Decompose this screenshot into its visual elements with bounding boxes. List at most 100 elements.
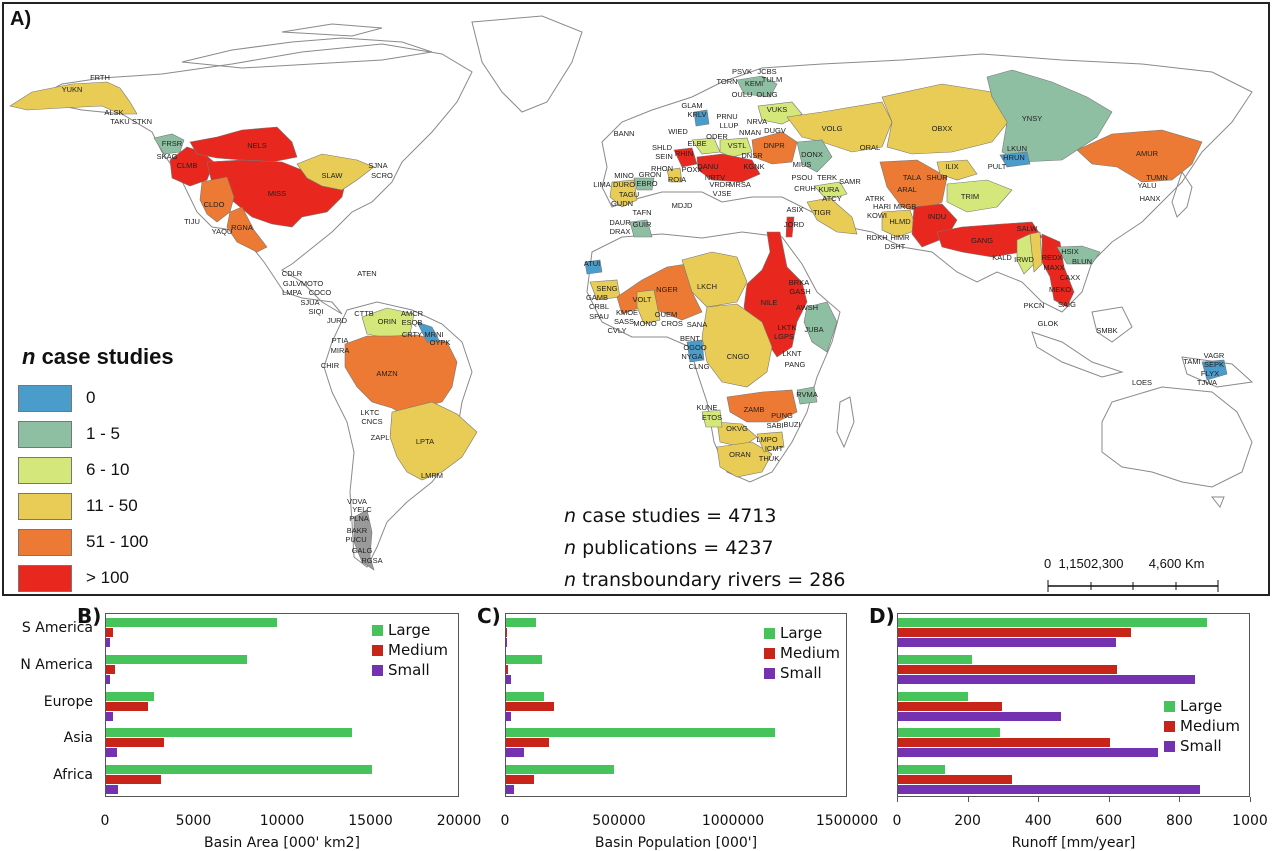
basin-label-amcr: AMCR: [401, 309, 424, 318]
basin-label-ebro: EBRO: [636, 179, 657, 188]
basin-label-blun: BLUN: [1072, 257, 1092, 266]
basin-label-nels: NELS: [247, 141, 267, 150]
bar-asia-small: [106, 748, 118, 758]
bar-europe-small: [898, 711, 1062, 721]
basin-label-salw: SALW: [1017, 224, 1039, 233]
plot-area: [505, 613, 847, 797]
basin-label-donx: DONX: [801, 150, 823, 159]
category-label: Asia: [63, 730, 93, 747]
world-map-panel: YUKN FRTH ALSK TAKU STKN FRSR SKAG CLMB NELS MISS…: [2, 2, 1270, 596]
basin-label-olng: OLNG: [756, 90, 777, 99]
basin-label-glok: GLOK: [1038, 319, 1059, 328]
basin-label-yaqu: YAQU: [212, 227, 233, 236]
basin-label-pkcn: PKCN: [1024, 301, 1045, 310]
basin-label-mino: MINO: [614, 171, 634, 180]
legend-item: > 100: [14, 560, 174, 596]
basin-label-nger: NGER: [656, 285, 678, 294]
basin-label-smbk: SMBK: [1096, 326, 1117, 335]
basin-zamb: [726, 389, 798, 423]
bar-africa-large: [106, 765, 372, 775]
basin-label-tala: TALA: [903, 173, 921, 182]
bar-africa-small: [106, 785, 119, 795]
basin-label-taku: TAKU: [110, 117, 129, 126]
basin-label-awsh: AWSH: [796, 303, 818, 312]
basin-ogoo: [686, 339, 705, 363]
basin-label-miss: MISS: [268, 189, 286, 198]
basin-label-elbe: ELBE: [687, 139, 706, 148]
tick-label: 1000000: [701, 813, 765, 829]
basin-label-coco: COCO: [309, 288, 332, 297]
basin-label-vstl: VSTL: [728, 141, 747, 150]
basin-label-lktc: LKTC: [360, 408, 380, 417]
basin-slaw: [296, 153, 375, 191]
basin-label-alsk: ALSK: [104, 108, 123, 117]
basin-label-maxx: MAXX: [1043, 263, 1064, 272]
legend-label: Large: [1180, 697, 1223, 715]
basin-label-ptia: PTIA: [332, 336, 349, 345]
plot-area: [897, 613, 1250, 797]
basin-label-gjlv: GJLV: [283, 279, 301, 288]
basin-label-hanx: HANX: [1140, 194, 1161, 203]
x-axis-title: Basin Area [000' km2]: [204, 835, 360, 851]
basin-label-redx: REDX: [1042, 253, 1063, 262]
tick-label: 0: [500, 813, 510, 829]
basin-label-tagu: TAGU: [619, 190, 639, 199]
basin-label-dnsr: DNSR: [741, 151, 763, 160]
bar-europe-medium: [506, 701, 554, 711]
basin-label-prnu: PRNU: [716, 112, 737, 121]
basin-label-gang: GANG: [971, 236, 993, 245]
basin-label-gamb: GAMB: [586, 293, 608, 302]
basin-label-tami: TAMI: [1183, 357, 1200, 366]
basin-vstl: [719, 137, 753, 158]
basin-juba: [803, 301, 838, 353]
basin-danu: [696, 153, 761, 183]
bar-asia-medium: [106, 738, 165, 748]
axis-tick: [967, 797, 969, 802]
scale-bar-labels: 0 1,1502,300 4,600 Km: [1044, 556, 1205, 571]
basin-label-kald: KALD: [992, 253, 1012, 262]
basin-label-seng: SENG: [596, 284, 617, 293]
basin-label-pult: PULT: [988, 162, 1007, 171]
tick-label: 0: [100, 813, 110, 829]
bar-n-america-large: [506, 654, 542, 664]
basin-label-cldo: CLDO: [204, 200, 225, 209]
basin-label-meko: MEKO: [1049, 285, 1071, 294]
basin-esqb: [416, 321, 441, 343]
basin-volt: [636, 289, 661, 325]
basin-label-etos: ETOS: [702, 413, 722, 422]
bar-africa-large: [898, 765, 946, 775]
category-label: S America: [21, 620, 93, 636]
legend-swatch: [1164, 720, 1175, 732]
basin-krlv: [693, 109, 710, 127]
basin-label-cncs: CNCS: [361, 417, 382, 426]
basin-label-mrsa: MRSA: [729, 180, 751, 189]
bar-europe-medium: [898, 701, 1002, 711]
basin-nels: [189, 126, 298, 163]
bar-asia-large: [106, 728, 353, 738]
basin-label-lgps: LGPS: [774, 332, 794, 341]
basin-label-hlmd: HLMD: [889, 217, 911, 226]
bar-s-america-small: [898, 638, 1116, 647]
basin-label-amzn: AMZN: [376, 369, 397, 378]
plot-area: [105, 613, 459, 797]
legend-label: Small: [388, 661, 430, 679]
basin-label-saig: SAIG: [1058, 300, 1076, 309]
basin-label-aten: ATEN: [357, 269, 376, 278]
basin-salw: [1029, 231, 1043, 273]
legend-label: Large: [780, 624, 823, 642]
basin-lmpo: [756, 431, 785, 453]
basin-label-nyga: NYGA: [681, 352, 702, 361]
basin-label-cruh: CRUH: [794, 184, 816, 193]
bar-africa-large: [506, 765, 615, 775]
bar-n-america-medium: [898, 664, 1118, 674]
bar-s-america-medium: [106, 628, 114, 637]
basin-yukn: [9, 81, 138, 115]
basin-okvg: [716, 421, 758, 448]
basin-hlmd: [881, 209, 918, 238]
basin-label-rvma: RVMA: [796, 390, 818, 399]
legend-entry-medium: Medium: [764, 643, 840, 663]
basin-rgna: [226, 206, 268, 253]
basin-label-vuks: VUKS: [767, 105, 787, 114]
basin-label-lkun: LKUN: [1007, 144, 1027, 153]
basin-label-oulu: OULU: [732, 90, 753, 99]
